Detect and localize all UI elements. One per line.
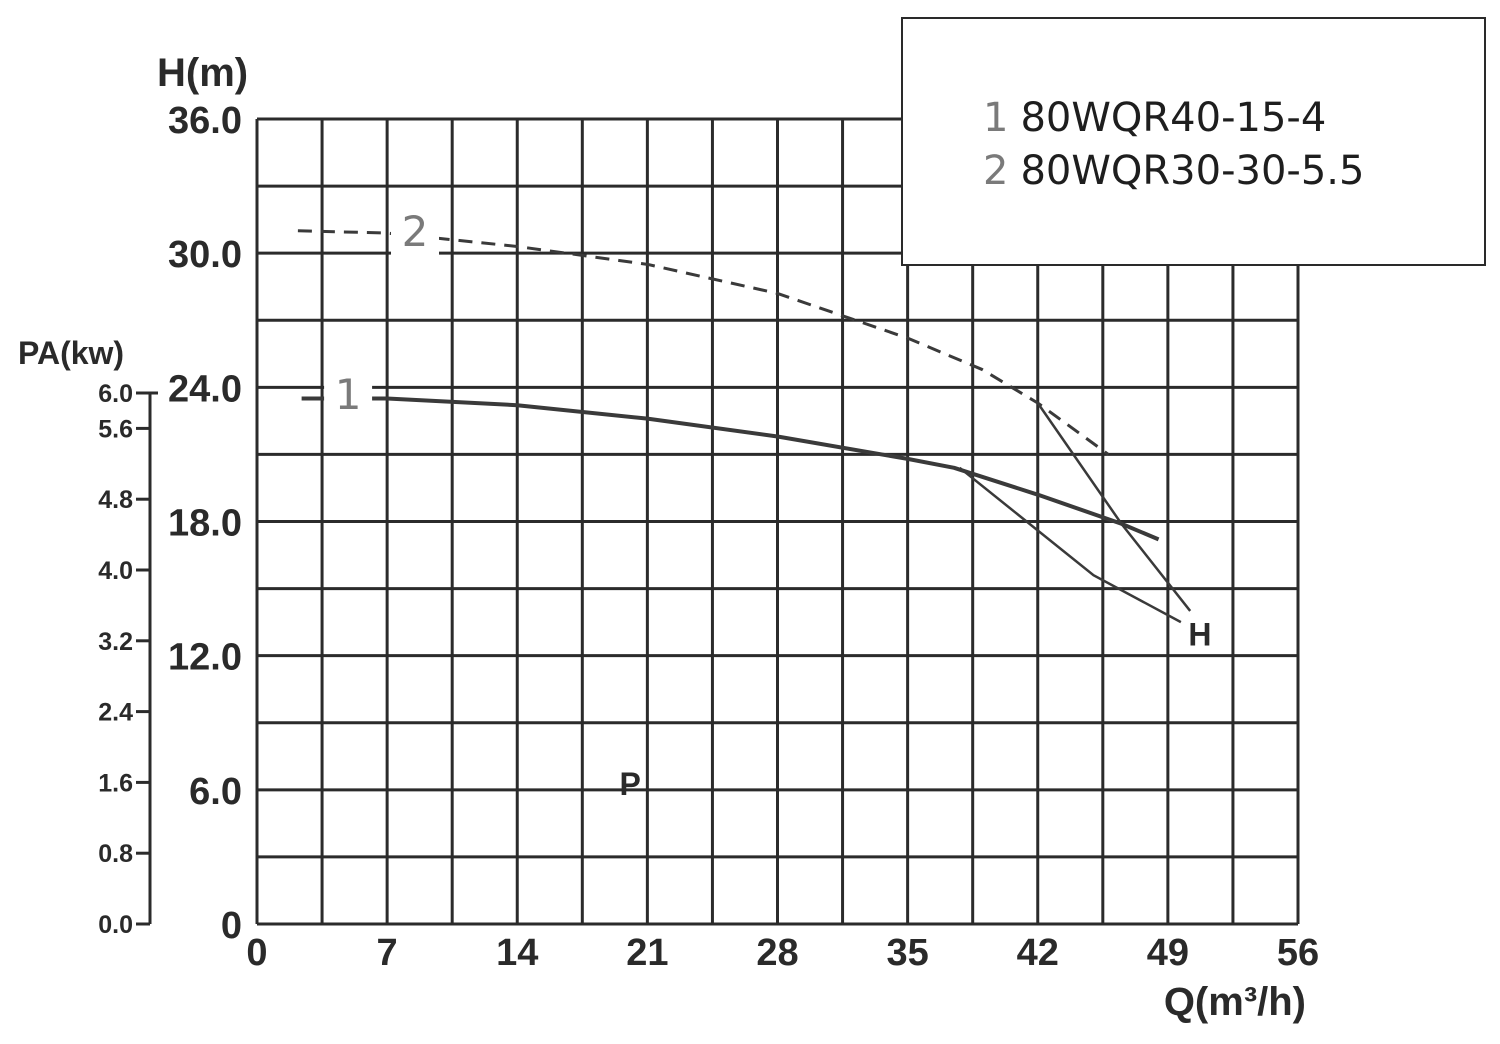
curve-label-bg — [324, 366, 373, 423]
y-tick-label: 12.0 — [168, 637, 242, 679]
y-tick-label: 24.0 — [168, 368, 242, 410]
legend-item-1: 1 80WQR40-15-4 — [983, 95, 1326, 141]
series-2-line — [297, 229, 1110, 456]
x-tick-label: 42 — [1017, 932, 1059, 974]
label-layer: 1 2 H P — [324, 202, 1211, 802]
annotation-H: H — [1188, 616, 1211, 652]
y-tick-label: 0 — [221, 905, 242, 947]
x-tick-label: 7 — [377, 932, 398, 974]
x-tick-label: 28 — [756, 932, 798, 974]
series-1-line — [301, 396, 1160, 542]
y2-tick-label: 1.6 — [98, 769, 133, 797]
curve-label-bg — [391, 202, 440, 259]
y2-tick-label: 6.0 — [98, 380, 133, 408]
y2-tick-label: 0.0 — [98, 911, 133, 939]
x-tick-label: 35 — [886, 932, 928, 974]
x-axis-title: Q(m³/h) — [1164, 980, 1306, 1024]
y2-axis-title: PA(kw) — [18, 335, 124, 371]
legend-item-2-model: 80WQR30-30-5.5 — [1020, 148, 1365, 194]
curve-label-1: 1 — [335, 370, 362, 419]
y2-tick-label: 2.4 — [98, 699, 133, 727]
curve-label-2: 2 — [402, 207, 429, 256]
y-tick-label: 30.0 — [168, 234, 242, 276]
x-tick-label: 14 — [496, 932, 538, 974]
extra-line — [958, 466, 1182, 624]
x-tick-label: 56 — [1277, 932, 1319, 974]
legend-item-1-model: 80WQR40-15-4 — [1020, 95, 1327, 141]
x-tick-label: 21 — [626, 932, 668, 974]
y2-tick-label: 4.8 — [98, 486, 133, 514]
y2-tick-label: 3.2 — [98, 628, 133, 656]
y2-tick-label: 4.0 — [98, 557, 133, 585]
legend-item-2: 2 80WQR30-30-5.5 — [983, 148, 1364, 194]
y2-tick-label: 5.6 — [98, 415, 133, 443]
x-tick-label: 49 — [1147, 932, 1189, 974]
y2-tick-label: 0.8 — [98, 840, 133, 868]
series-layer — [297, 229, 1192, 624]
legend-item-1-number: 1 — [983, 95, 1009, 141]
y-tick-label: 36.0 — [168, 100, 242, 142]
legend-item-2-number: 2 — [983, 148, 1009, 194]
axes: 06.012.018.024.030.036.00 7 14 21 28 35 42 49 56… — [18, 51, 1319, 1024]
x-tick-label: 0 — [246, 932, 267, 974]
y-tick-label: 18.0 — [168, 503, 242, 545]
legend: 1 80WQR40-15-4 2 80WQR30-30-5.5 — [901, 17, 1486, 266]
extra-line — [1036, 402, 1192, 612]
y-tick-label: 6.0 — [189, 771, 242, 813]
annotation-P: P — [619, 766, 640, 802]
y-axis-title: H(m) — [157, 51, 248, 95]
